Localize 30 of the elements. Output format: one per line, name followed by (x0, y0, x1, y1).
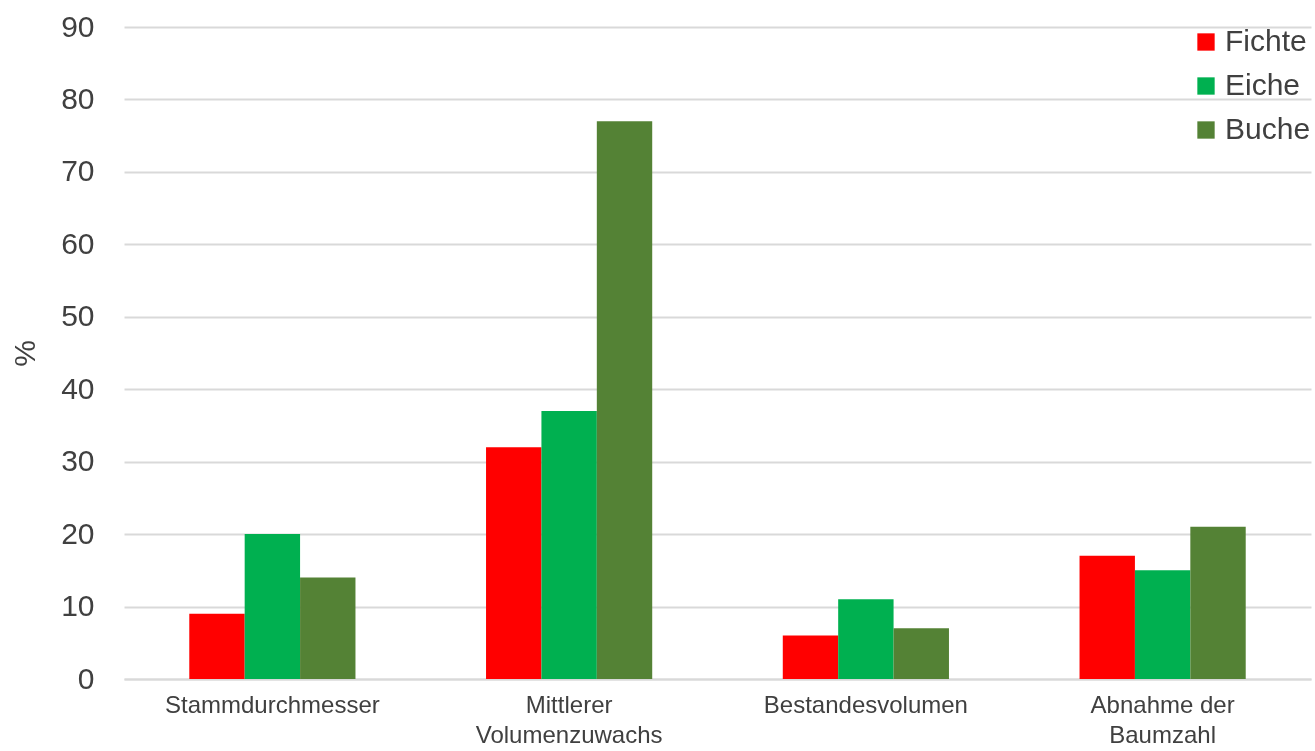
y-tick-label: 30 (61, 444, 95, 478)
bar (893, 628, 949, 679)
x-tick-label: Stammdurchmesser (165, 690, 380, 718)
bar (541, 410, 597, 679)
y-tick-label: 40 (61, 371, 95, 405)
bar (486, 447, 542, 679)
y-tick-label: 90 (61, 9, 95, 43)
bar (189, 613, 245, 679)
bar (1190, 526, 1246, 679)
x-tick-label: Bestandesvolumen (763, 690, 968, 718)
legend-label: Fichte (1225, 24, 1307, 57)
bar (596, 121, 653, 679)
legend-label: Eiche (1225, 68, 1301, 101)
x-tick-label: Abnahme der Baumzahl (1090, 690, 1235, 748)
y-tick-label: 80 (61, 81, 95, 115)
bar (300, 577, 356, 679)
y-tick-label: 60 (61, 226, 95, 260)
legend-label: Buche (1225, 112, 1311, 145)
bar (1134, 570, 1191, 679)
y-tick-label: 50 (61, 299, 95, 333)
y-tick-label: 70 (61, 154, 95, 188)
bar (1079, 555, 1135, 679)
bar (244, 534, 301, 679)
y-axis-title: % (8, 340, 42, 367)
y-tick-label: 0 (77, 661, 95, 695)
bar (782, 635, 839, 679)
y-tick-label: 20 (61, 516, 95, 550)
y-tick-label: 10 (61, 589, 95, 623)
bar (838, 599, 894, 679)
x-tick-label: Mittlerer Volumenzuwachs (475, 690, 663, 748)
